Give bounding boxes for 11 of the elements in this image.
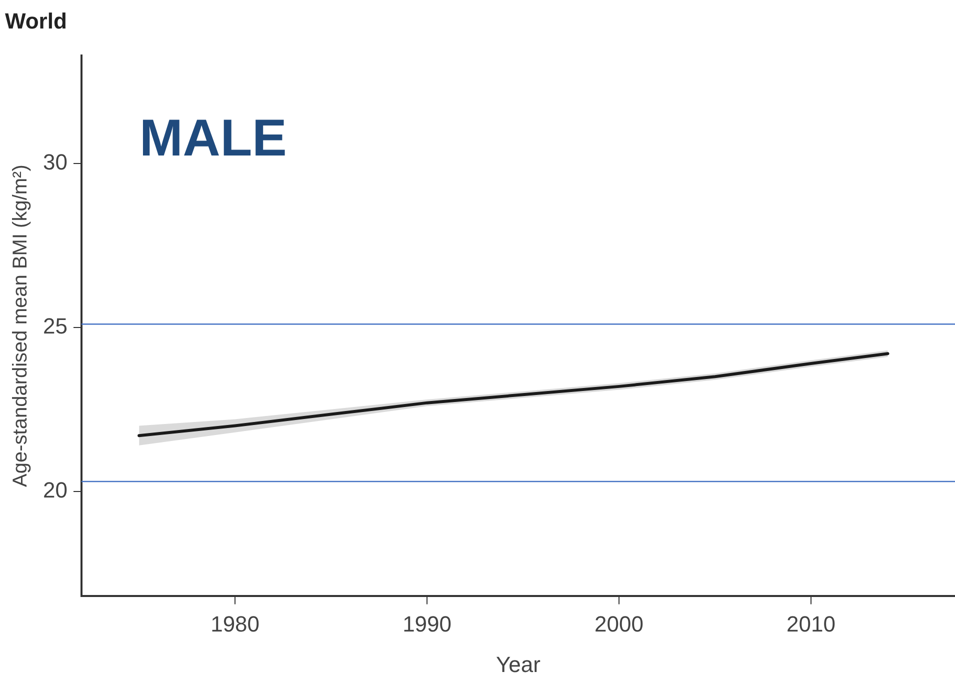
x-tick-label: 1990 — [402, 611, 452, 636]
x-tick-label: 2000 — [594, 611, 644, 636]
y-tick-label: 30 — [42, 150, 68, 175]
y-tick-label: 20 — [42, 477, 68, 502]
chart-title: World — [5, 8, 67, 34]
y-tick-label: 25 — [42, 314, 68, 338]
x-tick-label: 2010 — [786, 611, 836, 636]
y-axis-title: Age-standardised mean BMI (kg/m²) — [10, 164, 32, 487]
x-axis-title: Year — [496, 652, 540, 677]
annotation: MALE — [139, 109, 287, 168]
x-tick-label: 1980 — [210, 611, 260, 636]
